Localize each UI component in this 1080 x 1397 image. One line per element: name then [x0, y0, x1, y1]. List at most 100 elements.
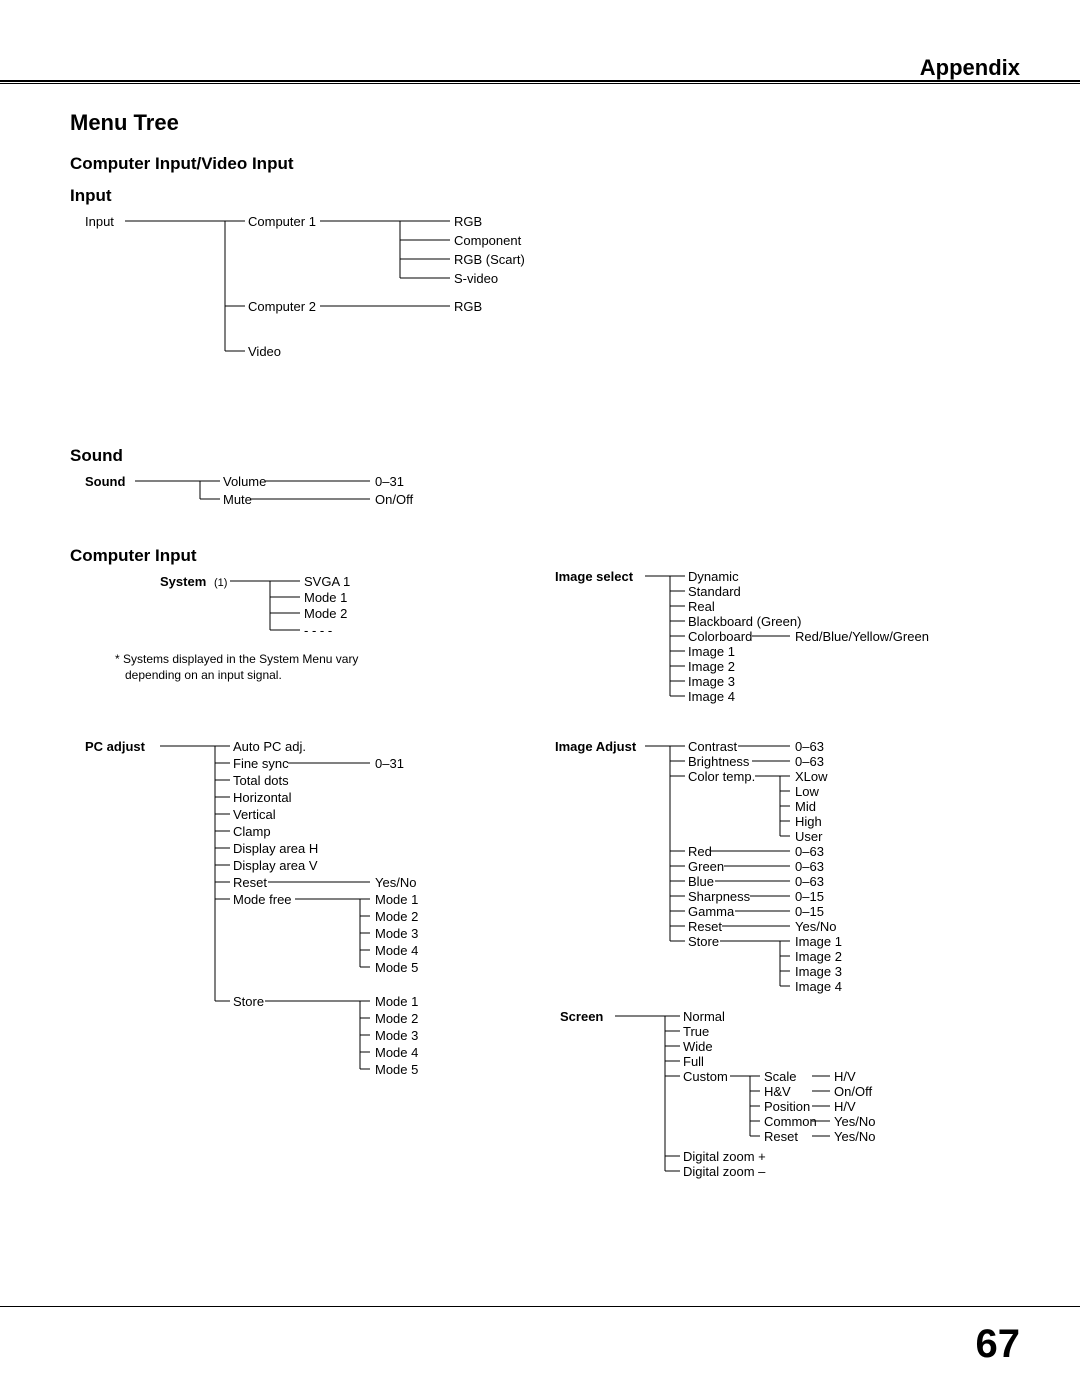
- page-header: Appendix: [920, 55, 1020, 81]
- footer-rule: [0, 1306, 1080, 1307]
- tree-node: High: [795, 814, 822, 829]
- tree-node: Mode 4: [375, 943, 418, 958]
- tree-node: Color temp.: [688, 769, 755, 784]
- tree-node: Image 1: [795, 934, 842, 949]
- tree-node: RGB: [454, 299, 482, 314]
- tree-node: 0–63: [795, 844, 824, 859]
- tree-node: Display area H: [233, 841, 318, 856]
- tree-node: Image 4: [795, 979, 842, 994]
- tree-node: Gamma: [688, 904, 734, 919]
- sound-heading: Sound: [70, 446, 1020, 466]
- tree-node: Yes/No: [834, 1129, 875, 1144]
- tree-node: Mode 1: [375, 892, 418, 907]
- tree-node: 0–31: [375, 474, 404, 489]
- imgadj-root: Image Adjust: [555, 739, 636, 754]
- imgsel-root: Image select: [555, 569, 633, 584]
- system-note: (1): [214, 577, 227, 589]
- tree-node: Image 3: [688, 674, 735, 689]
- tree-node: H&V: [764, 1084, 791, 1099]
- tree-node: Vertical: [233, 807, 276, 822]
- tree-node: 0–63: [795, 874, 824, 889]
- tree-node: Display area V: [233, 858, 318, 873]
- tree-node: Mode 1: [304, 590, 347, 605]
- tree-node: Contrast: [688, 739, 737, 754]
- tree-node: Digital zoom +: [683, 1149, 766, 1164]
- tree-node: Auto PC adj.: [233, 739, 306, 754]
- tree-node: Image 4: [688, 689, 735, 704]
- tree-node: S-video: [454, 271, 498, 286]
- tree-node: H/V: [834, 1099, 856, 1114]
- tree-node: - - - -: [304, 623, 332, 638]
- tree-node: Reset: [764, 1129, 798, 1144]
- content-area: Menu Tree Computer Input/Video Input Inp…: [70, 110, 1020, 1266]
- tree-node: On/Off: [375, 492, 413, 507]
- tree-node: Horizontal: [233, 790, 292, 805]
- tree-node: Custom: [683, 1069, 728, 1084]
- tree-node: Low: [795, 784, 819, 799]
- tree-node: XLow: [795, 769, 828, 784]
- tree-node: User: [795, 829, 822, 844]
- tree-node: H/V: [834, 1069, 856, 1084]
- tree-node: 0–31: [375, 756, 404, 771]
- tree-node: Sharpness: [688, 889, 750, 904]
- input-heading: Input: [70, 186, 1020, 206]
- title: Menu Tree: [70, 110, 1020, 136]
- tree-node: Mode 2: [375, 1011, 418, 1026]
- tree-node: Scale: [764, 1069, 797, 1084]
- tree-node: Reset: [233, 875, 267, 890]
- tree-node: Fine sync: [233, 756, 289, 771]
- tree-node: Real: [688, 599, 715, 614]
- tree-node: Mode 2: [304, 606, 347, 621]
- tree-node: Image 3: [795, 964, 842, 979]
- pcadjust-root: PC adjust: [85, 739, 145, 754]
- tree-node: 0–15: [795, 889, 824, 904]
- tree-node: 0–15: [795, 904, 824, 919]
- tree-node: Computer 2: [248, 299, 316, 314]
- sound-root: Sound: [85, 474, 125, 489]
- tree-node: Blue: [688, 874, 714, 889]
- tree-node: 0–63: [795, 859, 824, 874]
- tree-node: 0–63: [795, 739, 824, 754]
- tree-node: RGB (Scart): [454, 252, 525, 267]
- page-number: 67: [976, 1322, 1021, 1367]
- footnote: depending on an input signal.: [125, 667, 282, 684]
- tree-node: Mode 1: [375, 994, 418, 1009]
- tree-node: Yes/No: [834, 1114, 875, 1129]
- footnote: * Systems displayed in the System Menu v…: [115, 651, 358, 668]
- tree-node: True: [683, 1024, 709, 1039]
- system-root: System: [160, 574, 206, 589]
- tree-node: Image 1: [688, 644, 735, 659]
- screen-root: Screen: [560, 1009, 603, 1024]
- tree-node: Yes/No: [795, 919, 836, 934]
- tree-node: Mode 3: [375, 1028, 418, 1043]
- tree-node: Mode free: [233, 892, 292, 907]
- section-heading: Computer Input/Video Input: [70, 154, 1020, 174]
- tree-node: Blackboard (Green): [688, 614, 801, 629]
- tree-node: Component: [454, 233, 521, 248]
- tree-node: 0–63: [795, 754, 824, 769]
- tree-node: Mode 3: [375, 926, 418, 941]
- tree-node: Reset: [688, 919, 722, 934]
- tree-node: Store: [688, 934, 719, 949]
- tree-node: Mode 4: [375, 1045, 418, 1060]
- tree-node: Position: [764, 1099, 810, 1114]
- ci-heading: Computer Input: [70, 546, 1020, 566]
- tree-node: Green: [688, 859, 724, 874]
- tree-node: Wide: [683, 1039, 713, 1054]
- tree-node: Colorboard: [688, 629, 752, 644]
- tree-node: Mode 5: [375, 960, 418, 975]
- tree-node: Video: [248, 344, 281, 359]
- header-rule: [0, 80, 1080, 84]
- tree-node: Digital zoom –: [683, 1164, 765, 1179]
- tree-node: Mid: [795, 799, 816, 814]
- tree-node: Brightness: [688, 754, 749, 769]
- tree-node: Full: [683, 1054, 704, 1069]
- tree-node: Store: [233, 994, 264, 1009]
- tree-node: Standard: [688, 584, 741, 599]
- tree-node: Computer 1: [248, 214, 316, 229]
- tree-node: Dynamic: [688, 569, 739, 584]
- tree-node: Common: [764, 1114, 817, 1129]
- tree-node: Volume: [223, 474, 266, 489]
- tree-node: SVGA 1: [304, 574, 350, 589]
- tree-node: Mode 2: [375, 909, 418, 924]
